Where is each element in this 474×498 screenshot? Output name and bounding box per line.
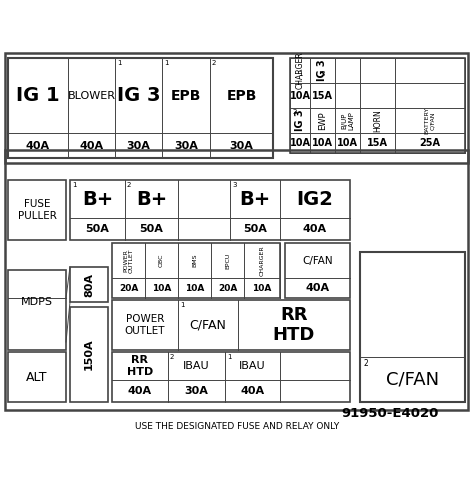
Text: 2: 2	[170, 354, 174, 360]
Text: 3: 3	[320, 71, 325, 77]
Text: 25A: 25A	[419, 138, 440, 148]
Text: 10A: 10A	[252, 283, 272, 292]
Text: IG 1: IG 1	[16, 86, 60, 105]
Bar	[70, 307, 108, 402]
Text: BATTERY
C/FAN: BATTERY C/FAN	[425, 107, 436, 134]
Text: 10A: 10A	[185, 283, 204, 292]
Text: 3: 3	[232, 182, 237, 188]
Text: IG 3: IG 3	[295, 110, 305, 131]
Text: EPB: EPB	[171, 89, 201, 103]
Text: IG 3: IG 3	[117, 86, 160, 105]
Bar	[290, 58, 465, 153]
Text: EWP: EWP	[318, 111, 327, 130]
Text: 91950-E4020: 91950-E4020	[341, 407, 439, 420]
Text: ALT: ALT	[26, 371, 48, 383]
Text: 20A: 20A	[218, 283, 237, 292]
Bar	[8, 58, 273, 158]
Text: 20A: 20A	[119, 283, 138, 292]
Text: 30A: 30A	[229, 140, 254, 150]
Text: MDPS: MDPS	[21, 297, 53, 307]
Text: B+: B+	[239, 190, 271, 209]
Bar	[360, 252, 465, 402]
Text: CHARGER: CHARGER	[259, 245, 264, 276]
Text: 30A: 30A	[184, 386, 209, 396]
Bar	[8, 270, 66, 350]
Text: C/FAN: C/FAN	[302, 255, 333, 265]
Text: BMS: BMS	[192, 254, 197, 267]
Text: POWER
OUTLET: POWER OUTLET	[125, 314, 165, 336]
Text: 1: 1	[117, 60, 121, 66]
Text: 10A: 10A	[312, 138, 333, 148]
Text: B+: B+	[136, 190, 167, 209]
Bar	[8, 352, 66, 402]
Text: 1: 1	[164, 60, 168, 66]
Text: IG 3: IG 3	[318, 60, 328, 81]
Text: EPB: EPB	[226, 89, 257, 103]
Text: 150A: 150A	[84, 339, 94, 371]
Text: 2: 2	[293, 109, 297, 115]
Text: EPCU: EPCU	[225, 252, 230, 269]
Text: 2: 2	[127, 182, 131, 188]
Bar	[70, 267, 108, 302]
Text: 40A: 40A	[26, 140, 50, 150]
Bar	[112, 300, 350, 350]
Text: B/UP
LAMP: B/UP LAMP	[341, 111, 354, 130]
Text: B+: B+	[82, 190, 113, 209]
Text: 15A: 15A	[367, 138, 388, 148]
Bar	[5, 150, 468, 410]
Text: IBAU: IBAU	[183, 361, 210, 371]
Text: C/FAN: C/FAN	[190, 319, 227, 332]
Text: 10A: 10A	[152, 283, 171, 292]
Text: FUSE
PULLER: FUSE PULLER	[18, 199, 56, 221]
Text: 40A: 40A	[128, 386, 152, 396]
Text: 50A: 50A	[243, 224, 267, 234]
Text: 15A: 15A	[312, 91, 333, 101]
Text: OBC: OBC	[159, 254, 164, 267]
Text: IBAU: IBAU	[239, 361, 266, 371]
Text: 1: 1	[298, 71, 302, 77]
Text: RR
HTD: RR HTD	[127, 355, 153, 377]
Text: 1: 1	[180, 302, 184, 308]
Bar	[285, 243, 350, 298]
Text: BLOWER: BLOWER	[67, 91, 116, 101]
Text: 1: 1	[227, 354, 231, 360]
Text: CHARGER: CHARGER	[295, 52, 304, 89]
Text: HORN: HORN	[373, 109, 382, 132]
Text: 80A: 80A	[84, 272, 94, 296]
Text: USE THE DESIGNATED FUSE AND RELAY ONLY: USE THE DESIGNATED FUSE AND RELAY ONLY	[135, 422, 339, 431]
Text: RR
HTD: RR HTD	[273, 306, 315, 345]
Bar	[5, 53, 468, 163]
Bar	[112, 243, 280, 298]
Bar	[8, 180, 66, 240]
Text: 10A: 10A	[337, 138, 358, 148]
Text: 40A: 40A	[80, 140, 103, 150]
Text: 40A: 40A	[305, 283, 329, 293]
Text: 40A: 40A	[303, 224, 327, 234]
Text: 10A: 10A	[290, 91, 310, 101]
Text: POWER
OUTLET: POWER OUTLET	[123, 248, 134, 273]
Text: 40A: 40A	[240, 386, 264, 396]
Text: 2: 2	[364, 359, 369, 368]
Text: 50A: 50A	[139, 224, 164, 234]
Bar	[70, 180, 350, 240]
Text: IG2: IG2	[297, 190, 333, 209]
Bar	[112, 352, 350, 402]
Text: 50A: 50A	[86, 224, 109, 234]
Text: C/FAN: C/FAN	[386, 371, 439, 388]
Text: 1: 1	[72, 182, 76, 188]
Text: 30A: 30A	[174, 140, 198, 150]
Text: 10A: 10A	[290, 138, 310, 148]
Text: 2: 2	[212, 60, 216, 66]
Text: 30A: 30A	[127, 140, 150, 150]
